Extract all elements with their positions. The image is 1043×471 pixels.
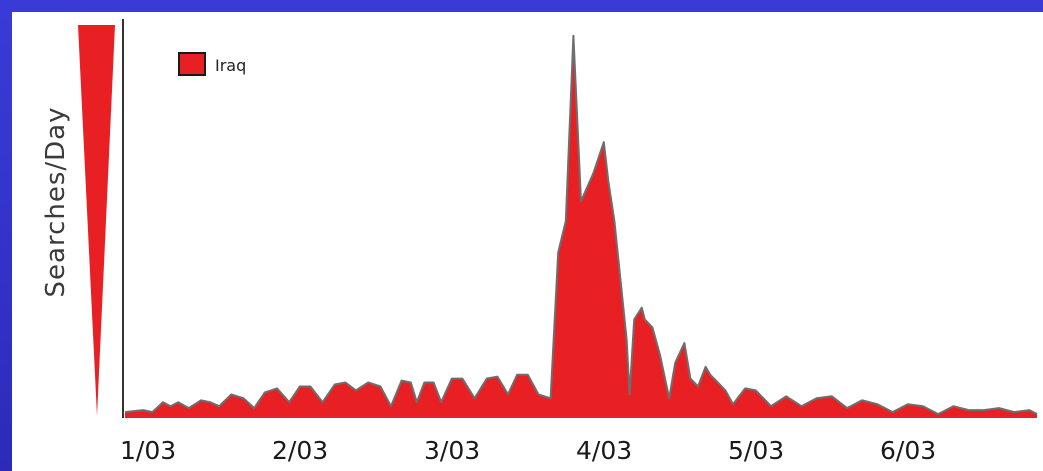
x-tick-labels: 1/03 2/03 3/03 4/03 5/03 6/03 — [120, 436, 936, 465]
y-axis-label-group: Searches/Day — [41, 107, 71, 298]
chart: Searches/Day Iraq 1/03 2/03 3/03 4/03 5/03 6/… — [41, 19, 1038, 465]
series-line-iraq — [124, 34, 1038, 416]
x-tick-label: 1/03 — [120, 436, 176, 465]
x-tick-label: 4/03 — [576, 436, 632, 465]
y-axis-label: Searches/Day — [41, 107, 71, 298]
x-tick-label: 6/03 — [880, 436, 936, 465]
legend-label-iraq: Iraq — [215, 56, 246, 75]
chart-panel: Searches/Day Iraq 1/03 2/03 3/03 4/03 5/03 6/… — [12, 12, 1043, 471]
x-tick-label: 2/03 — [272, 436, 328, 465]
volume-wedge-icon — [78, 25, 115, 416]
series-area-iraq — [125, 35, 1037, 419]
legend-swatch-iraq — [178, 52, 206, 76]
legend: Iraq — [178, 52, 246, 76]
x-tick-label: 3/03 — [424, 436, 480, 465]
plot-area — [124, 34, 1038, 419]
x-tick-label: 5/03 — [728, 436, 784, 465]
